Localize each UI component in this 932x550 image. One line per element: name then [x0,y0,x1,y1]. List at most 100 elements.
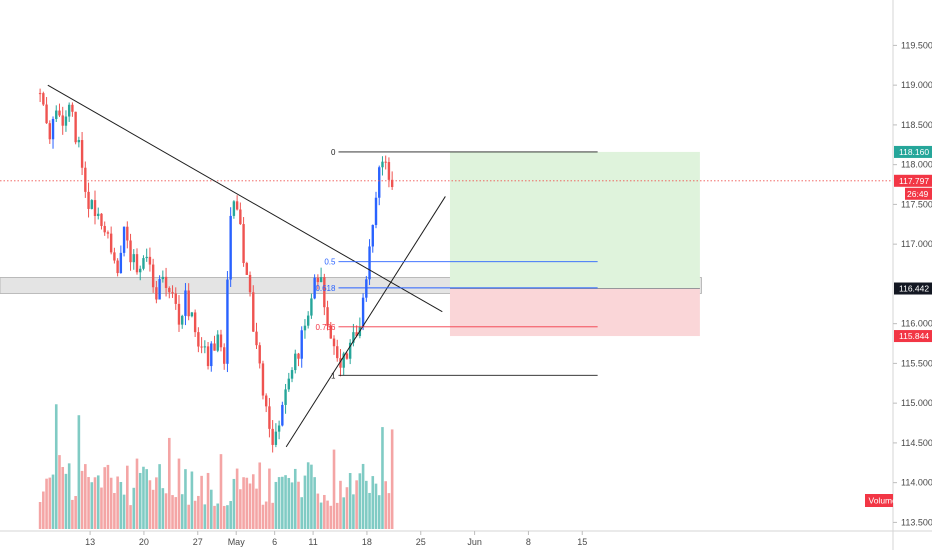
candle-body [206,346,210,367]
candle-body [80,140,84,168]
candle-body [381,161,384,168]
candle-body [281,404,284,426]
volume-bar [206,472,210,529]
price-tick-label: 118.000 [901,160,932,170]
candle-body [51,118,55,140]
candle-body [242,224,245,264]
volume-bar [213,505,216,529]
drawing-overlays: 0 0.5 0.618 0.786 1 [0,84,893,448]
volume-bar [271,502,274,529]
time-tick-label: 8 [526,537,531,547]
candle-body [84,167,87,192]
volume-bar [145,469,148,529]
candle-body [319,277,323,283]
candle-body [116,260,119,274]
volume-bar [390,429,394,529]
candle-body [109,233,113,253]
volume-bar [277,477,281,529]
candle-body [38,93,42,95]
volume-bar [387,493,391,529]
candle-body [145,256,148,259]
candle-body [355,332,358,337]
volume-bar [365,480,368,529]
candle-body [352,332,355,343]
candle-body [339,358,342,368]
volume-bar [258,462,262,529]
candle-body [142,258,145,269]
fib-level-label: 0 [331,148,336,157]
candle-body [387,162,391,180]
volume-bar [352,494,355,529]
candle-body [274,431,278,445]
volume-bar [90,482,94,529]
candle-body [326,307,329,326]
volume-bar [180,494,184,529]
volume-bar [261,504,265,529]
volume-bar [103,467,107,529]
price-tick-label: 113.500 [901,517,932,527]
candle-body [168,287,171,293]
volume-bar [177,458,181,529]
candle-body [368,246,371,280]
volume-bar [74,496,77,529]
price-tick-label: 119.500 [901,40,932,50]
volume-bar [310,464,313,529]
volume-bar [109,477,113,529]
volume-bar [93,477,97,529]
candle-body [290,370,294,379]
price-tick-label: 118.500 [901,120,932,130]
candle-body [203,346,207,348]
stop-zone [449,288,700,337]
volume-bar [148,480,152,529]
volume-bar [48,477,52,529]
candle-body [103,225,106,233]
time-tick-label: 11 [308,537,317,547]
candle-body [184,290,187,316]
volume-bar [161,488,165,529]
candle-body [226,279,229,364]
volume-bar [122,494,126,529]
price-tick-label: 116.000 [901,319,932,329]
volume-bar [384,481,387,529]
candle-body [177,303,181,325]
price-badge-text: 115.844 [899,331,929,341]
volume-bar [303,475,307,529]
volume-bar [374,483,378,529]
volume-bar [226,505,229,529]
fib-level-label: 0.618 [315,284,336,293]
volume-bar [345,487,349,529]
candle-body [248,274,252,293]
fib-level-label: 1 [331,371,336,380]
price-badge [894,282,932,295]
candle-body [216,334,219,351]
candle-body [42,93,45,105]
volume-bar [116,476,119,529]
candle-body [77,140,81,143]
candle-body [297,353,300,359]
volume-bar [84,464,87,529]
candle-body [235,201,239,210]
candle-body [106,232,110,234]
candle-body [48,123,51,140]
time-tick-label: May [228,537,246,547]
candle-body [93,200,97,216]
candle-body [190,312,194,317]
volume-bar [235,468,239,529]
time-tick-label: 20 [139,537,149,547]
countdown-badge [905,187,932,200]
time-tick-label: 27 [193,537,203,547]
volume-bar [58,455,61,529]
volume-bar [61,467,65,529]
volume-bar [158,464,161,529]
volume-bar [126,465,129,529]
candle-body [229,215,232,280]
price-tick-label: 115.000 [901,398,932,408]
volume-bar [368,492,371,529]
volume-bar [187,504,190,529]
candle-body [71,104,74,112]
candle-body [365,279,368,298]
candle-body [361,297,365,327]
price-tick-label: 117.000 [901,239,932,249]
